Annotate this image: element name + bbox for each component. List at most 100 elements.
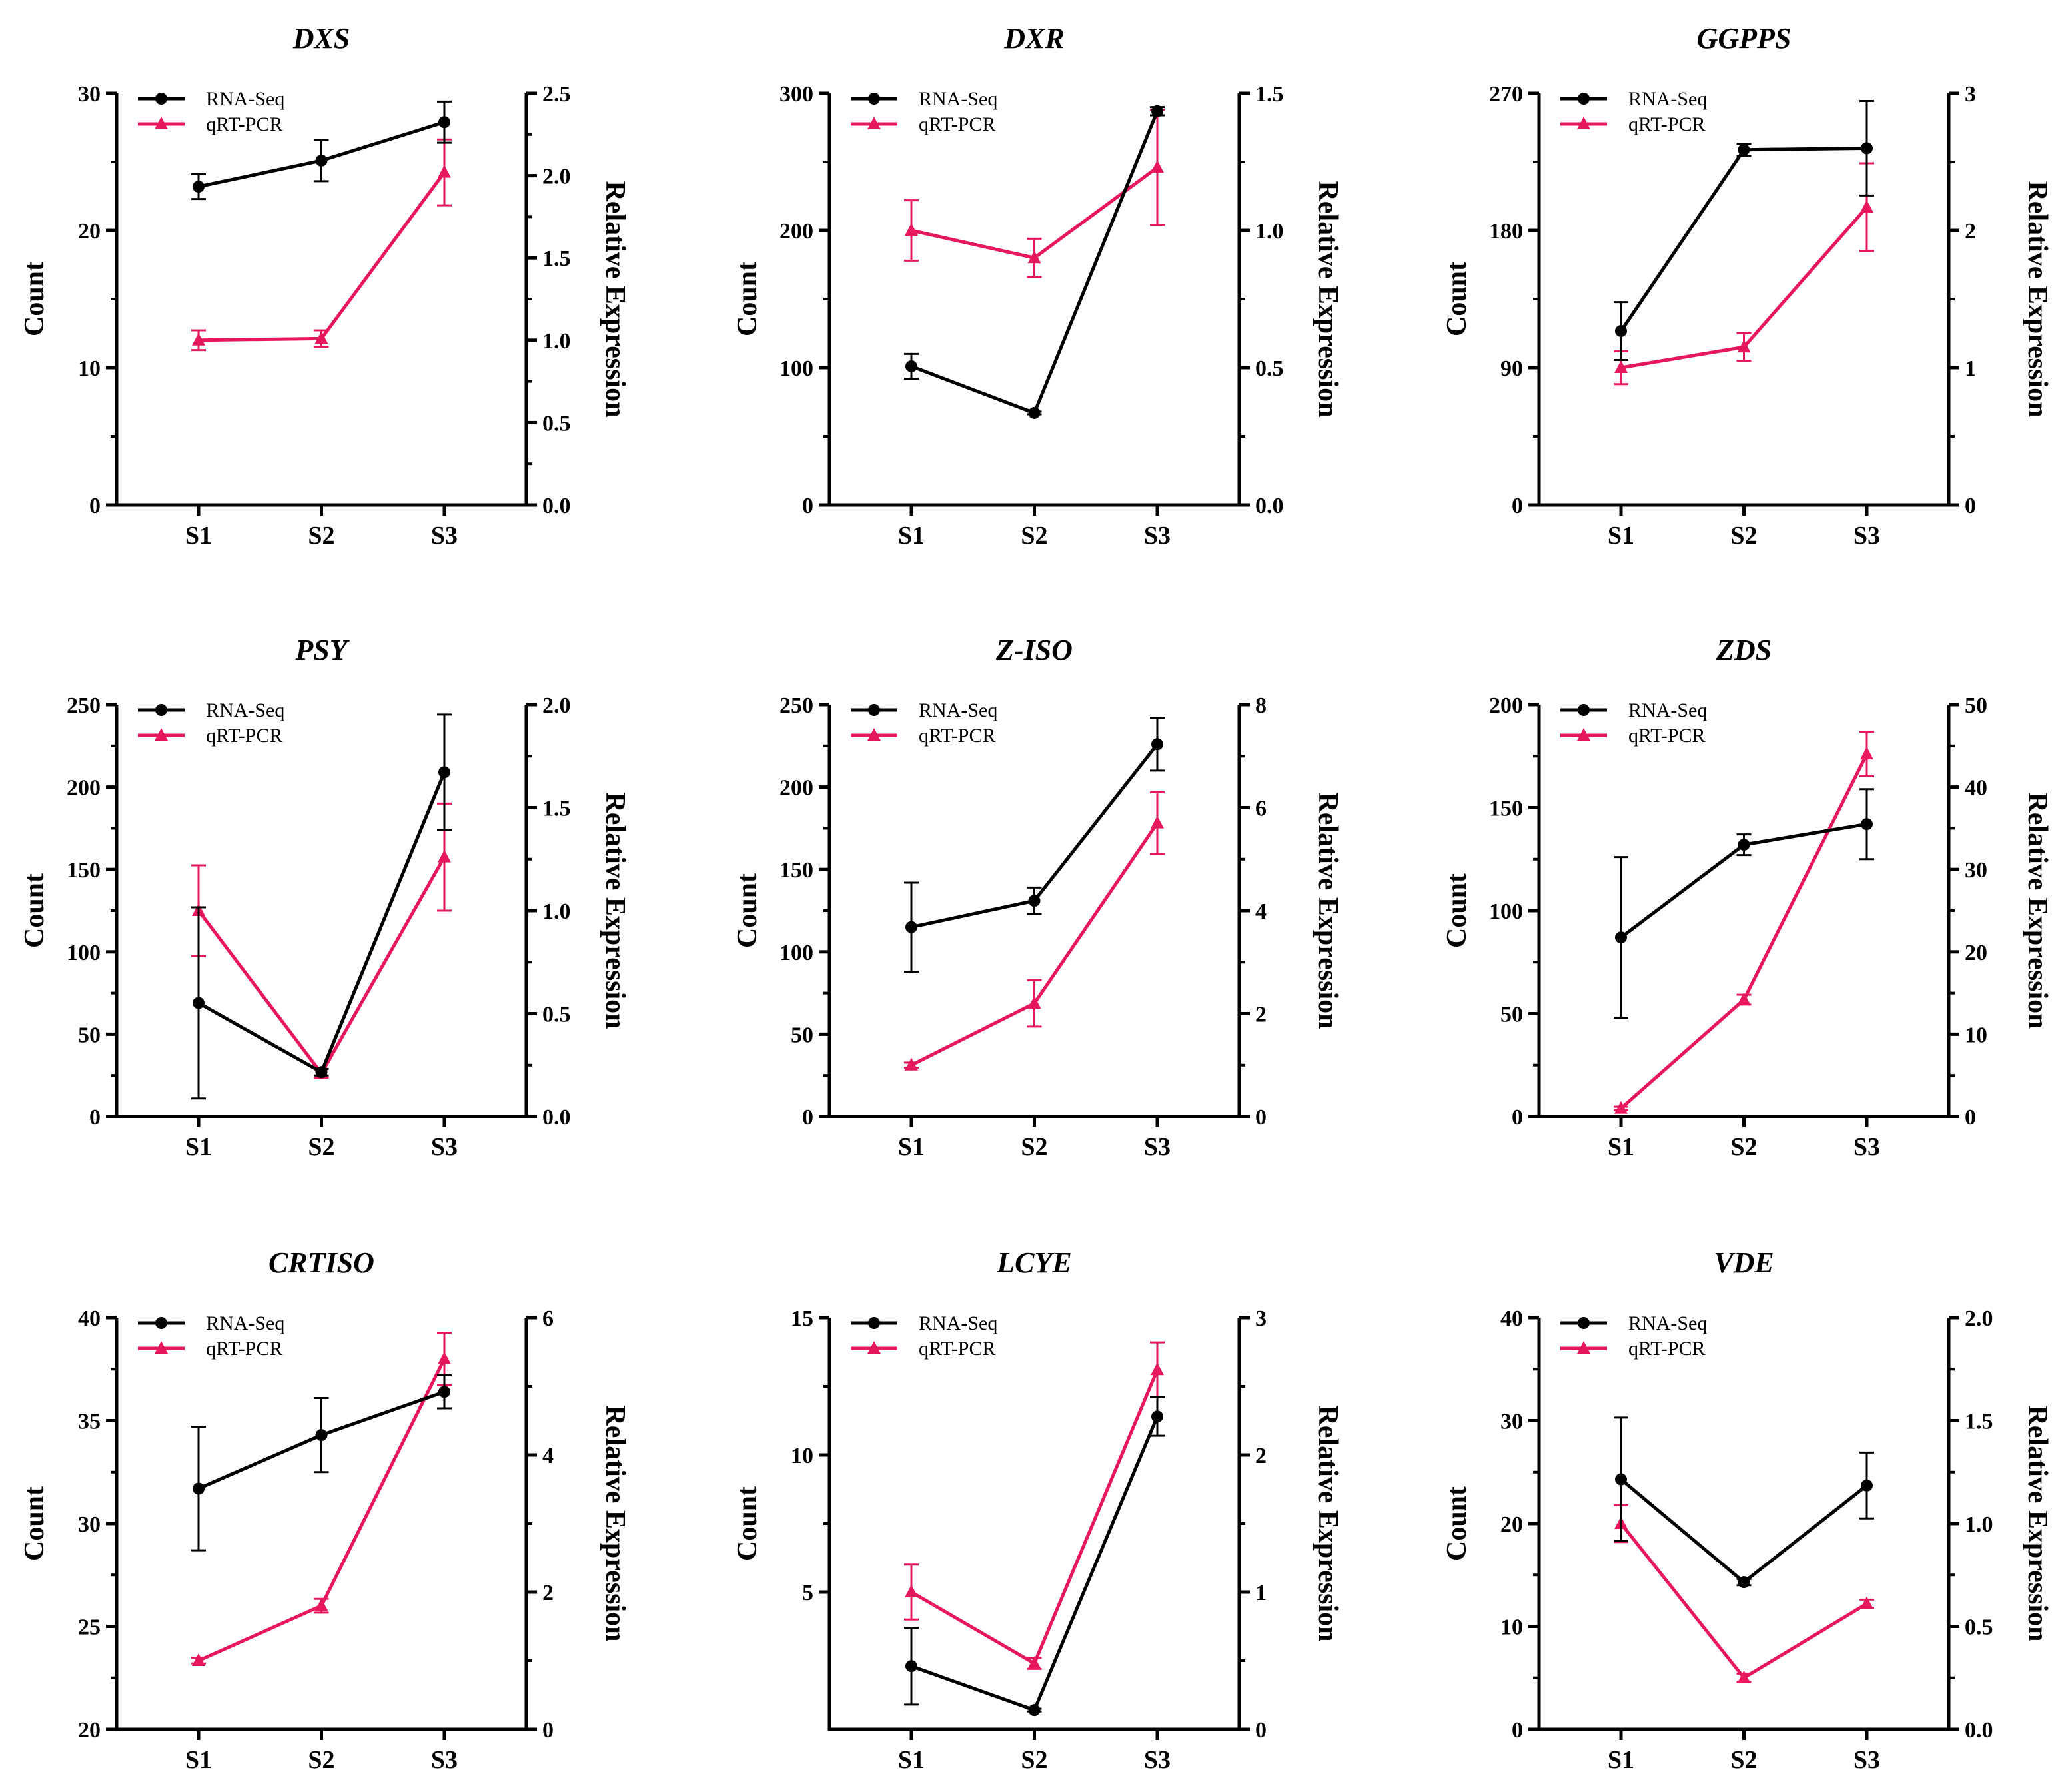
data-point bbox=[1027, 996, 1041, 1009]
legend-label-rna-seq: RNA-Seq bbox=[206, 699, 284, 721]
right-tick-label: 1.5 bbox=[1965, 1410, 1993, 1434]
left-tick-label: 30 bbox=[78, 82, 101, 107]
left-tick-label: 0 bbox=[89, 1105, 101, 1130]
right-tick-label: 2 bbox=[542, 1581, 554, 1605]
series-rna-seq bbox=[904, 717, 1165, 973]
data-point bbox=[1151, 1362, 1164, 1376]
right-axis-title: Relative Expression bbox=[1312, 181, 1343, 417]
right-tick-label: 0.5 bbox=[542, 1003, 571, 1027]
right-tick-label: 2.0 bbox=[542, 165, 571, 189]
x-tick-label: S3 bbox=[431, 1133, 458, 1161]
right-axis-title: Relative Expression bbox=[2022, 1405, 2053, 1641]
right-tick-label: 6 bbox=[542, 1306, 554, 1331]
legend-marker-rna-seq bbox=[1578, 1317, 1590, 1329]
panel-zds: ZDS 0 50 100 150 200 0 10 20 30 40 50 S1 S2 S3 Count Rel… bbox=[1442, 634, 2053, 1161]
left-tick-label: 35 bbox=[78, 1410, 101, 1434]
data-point bbox=[438, 165, 451, 178]
panel-psy: PSY 0 50 100 150 200 250 0.0 0.5 1.0 1.5 2.0 S1 S2 S3 C… bbox=[19, 634, 630, 1161]
right-tick-label: 1 bbox=[1255, 1581, 1267, 1605]
panel-ggpps: GGPPS 0 90 180 270 0 1 2 3 S1 S2 S3 Count Relative Ex… bbox=[1442, 22, 2053, 550]
left-tick-label: 10 bbox=[78, 356, 101, 381]
x-tick-label: S1 bbox=[898, 1133, 925, 1161]
legend-marker-qrt-pcr bbox=[867, 1341, 881, 1354]
left-tick-label: 0 bbox=[1512, 494, 1523, 518]
right-tick-label: 30 bbox=[1965, 858, 1987, 883]
series-rna-seq bbox=[904, 105, 1165, 419]
left-axis-title: Count bbox=[1442, 873, 1472, 948]
data-point bbox=[1027, 250, 1041, 264]
data-point bbox=[1151, 738, 1163, 751]
data-point bbox=[192, 1653, 205, 1666]
left-axis-title: Count bbox=[19, 262, 50, 336]
left-tick-label: 200 bbox=[67, 776, 101, 801]
series-line bbox=[1620, 753, 1869, 1110]
right-tick-label: 50 bbox=[1965, 693, 1987, 718]
right-tick-label: 0.5 bbox=[1255, 356, 1284, 381]
data-point bbox=[193, 1482, 205, 1495]
data-point bbox=[1028, 406, 1041, 419]
left-tick-label: 150 bbox=[779, 858, 813, 883]
data-point bbox=[1615, 931, 1627, 944]
x-tick-label: S3 bbox=[1853, 1746, 1880, 1774]
data-point bbox=[1738, 1576, 1750, 1589]
data-point bbox=[905, 1660, 917, 1673]
x-tick-label: S2 bbox=[308, 1133, 334, 1161]
panel-title: PSY bbox=[294, 634, 350, 666]
legend-label-qrt-pcr: qRT-PCR bbox=[1628, 113, 1705, 135]
right-tick-label: 0.0 bbox=[1965, 1718, 1993, 1743]
left-tick-label: 50 bbox=[78, 1023, 101, 1047]
left-tick-label: 40 bbox=[1500, 1306, 1523, 1331]
left-tick-label: 20 bbox=[78, 219, 101, 244]
data-point bbox=[438, 116, 450, 129]
panel-crtiso: CRTISO 20 25 30 35 40 0 2 4 6 S1 S2 S3 Count Relative … bbox=[19, 1246, 630, 1774]
data-point bbox=[1860, 747, 1873, 760]
left-tick-label: 250 bbox=[67, 693, 101, 718]
x-tick-label: S1 bbox=[185, 1746, 212, 1774]
x-tick-label: S2 bbox=[1730, 1746, 1757, 1774]
right-axis-title: Relative Expression bbox=[600, 792, 630, 1029]
left-axis-title: Count bbox=[19, 1486, 50, 1561]
right-axis-title: Relative Expression bbox=[2022, 181, 2053, 417]
right-tick-label: 0 bbox=[1255, 1718, 1267, 1743]
series-rna-seq bbox=[1614, 788, 1874, 1019]
legend-marker-rna-seq bbox=[1578, 704, 1590, 716]
data-point bbox=[193, 997, 205, 1009]
left-tick-label: 150 bbox=[1489, 797, 1523, 821]
legend: RNA-Seq qRT-PCR bbox=[138, 1312, 284, 1360]
legend-marker-rna-seq bbox=[155, 704, 167, 716]
left-axis-title: Count bbox=[19, 873, 50, 948]
data-point bbox=[1738, 143, 1750, 156]
legend-label-rna-seq: RNA-Seq bbox=[1628, 699, 1707, 721]
legend: RNA-Seq qRT-PCR bbox=[851, 88, 997, 135]
series-line bbox=[197, 856, 446, 1075]
legend-label-rna-seq: RNA-Seq bbox=[919, 699, 997, 721]
panel-vde: VDE 0 10 20 30 40 0.0 0.5 1.0 1.5 2.0 S1 S2 S3 Count Re… bbox=[1442, 1246, 2053, 1774]
data-point bbox=[314, 1598, 328, 1611]
right-tick-label: 4 bbox=[1255, 899, 1267, 924]
left-axis-title: Count bbox=[1442, 262, 1472, 336]
data-point bbox=[905, 1585, 918, 1597]
legend-marker-qrt-pcr bbox=[155, 117, 168, 129]
left-tick-label: 270 bbox=[1489, 82, 1523, 107]
left-tick-label: 0 bbox=[802, 494, 813, 518]
x-tick-label: S2 bbox=[1021, 1746, 1047, 1774]
x-tick-label: S2 bbox=[308, 1746, 334, 1774]
left-tick-label: 180 bbox=[1489, 219, 1523, 244]
data-point bbox=[1861, 142, 1873, 155]
data-point bbox=[1027, 1656, 1041, 1669]
left-axis-title: Count bbox=[732, 873, 763, 948]
panel-title: CRTISO bbox=[268, 1246, 374, 1279]
left-tick-label: 20 bbox=[78, 1718, 101, 1743]
legend-marker-qrt-pcr bbox=[1577, 117, 1590, 129]
data-point bbox=[1737, 992, 1751, 1005]
series-qrt-pcr bbox=[1614, 1504, 1874, 1683]
right-tick-label: 1.0 bbox=[542, 899, 571, 924]
legend-label-rna-seq: RNA-Seq bbox=[1628, 1312, 1707, 1334]
data-point bbox=[438, 1386, 450, 1398]
left-axis-title: Count bbox=[732, 1486, 763, 1561]
legend-label-qrt-pcr: qRT-PCR bbox=[1628, 725, 1705, 747]
x-tick-label: S1 bbox=[898, 1746, 925, 1774]
series-line bbox=[910, 1369, 1159, 1665]
left-tick-label: 150 bbox=[67, 858, 101, 883]
legend-label-qrt-pcr: qRT-PCR bbox=[1628, 1338, 1705, 1360]
